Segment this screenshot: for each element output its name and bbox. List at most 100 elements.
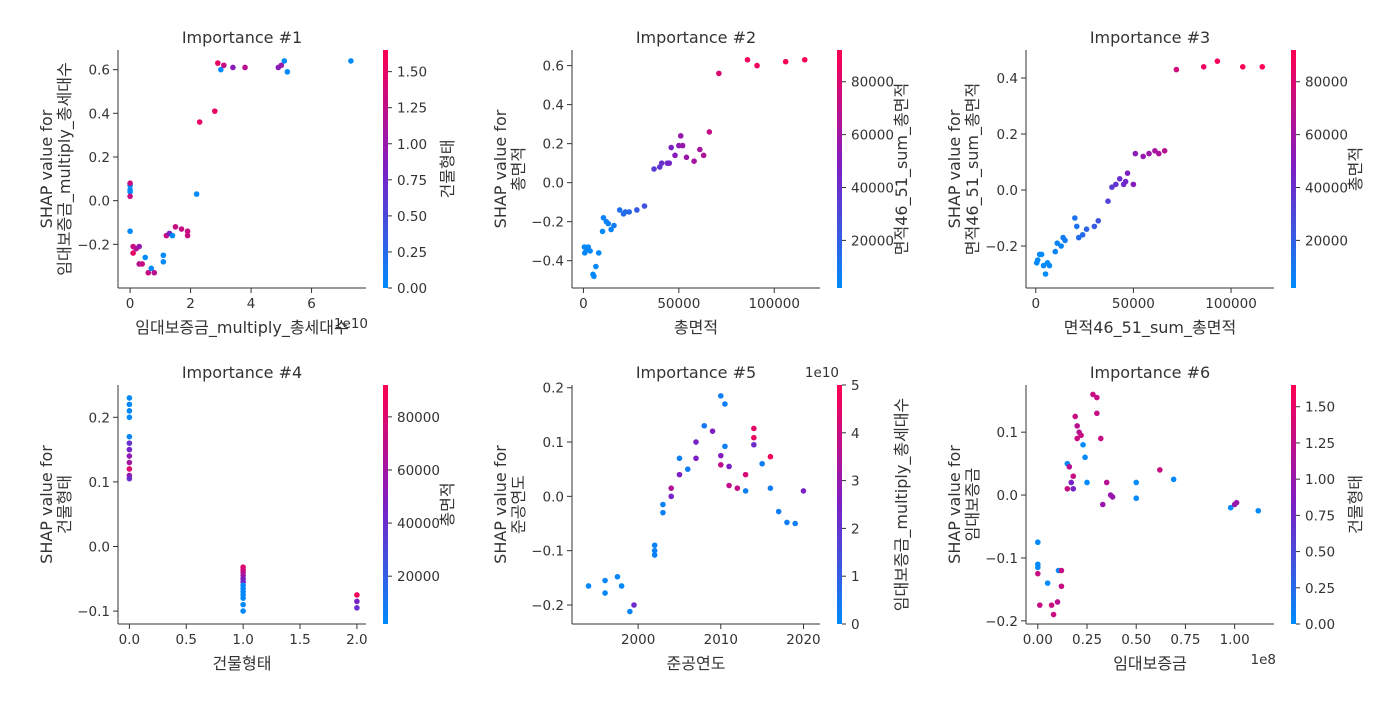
y-tick-label: −0.2 (985, 614, 1018, 630)
data-point (1072, 215, 1078, 221)
data-point (718, 452, 724, 459)
data-point (1132, 150, 1139, 157)
colorbar-tick-label: 60000 (1305, 128, 1348, 144)
data-point (1035, 564, 1041, 571)
colorbar-tick-label: 1 (851, 569, 860, 585)
data-point (605, 220, 612, 227)
y-axis-label-line1: SHAP value for (945, 445, 964, 564)
y-axis-label-line2: 총면적 (509, 147, 528, 191)
data-point (1133, 479, 1140, 486)
data-point (754, 62, 760, 69)
y-tick-label: 0.4 (89, 106, 110, 122)
data-point (1052, 248, 1059, 255)
data-point (278, 62, 285, 69)
data-point (1103, 479, 1110, 486)
data-point (1074, 435, 1080, 442)
y-tick-label: 0.6 (89, 63, 110, 79)
colorbar (383, 50, 388, 288)
colorbar-tick-label: 3 (851, 474, 860, 490)
data-point (127, 189, 133, 195)
data-point (679, 142, 686, 149)
colorbar-tick-label: 40000 (1305, 181, 1348, 197)
x-offset-label: 1e8 (1251, 652, 1276, 668)
data-point (591, 273, 597, 280)
x-tick-label: 50000 (1112, 296, 1155, 312)
data-point (1078, 432, 1084, 439)
data-point (1042, 271, 1049, 277)
data-point (126, 414, 133, 421)
subplot-4: Importance #4 0.0 0.5 1.0 1.5 2.0 −0.1 0.0 0.1 0.… (37, 363, 457, 673)
colorbar-tick-label: 40000 (397, 516, 440, 532)
chart-title: Importance #4 (182, 363, 302, 382)
data-point (602, 577, 608, 584)
x-tick-label: 4 (247, 296, 256, 312)
x-axis-label: 임대보증금_multiply_총세대수 (135, 318, 348, 338)
data-point (775, 508, 782, 515)
data-point (169, 232, 176, 239)
data-point (281, 58, 288, 64)
data-point (668, 493, 674, 500)
data-point (1155, 150, 1162, 157)
colorbar-tick-label: 0.00 (397, 281, 427, 297)
data-point (160, 258, 167, 265)
data-point (1084, 479, 1090, 486)
data-point (1083, 226, 1090, 232)
y-tick-label: 0.2 (89, 150, 110, 166)
data-point (792, 520, 798, 527)
colorbar-tick-label: 0.50 (1305, 545, 1335, 561)
data-point (701, 422, 708, 429)
colorbar-tick-label: 0.75 (1305, 508, 1335, 524)
data-point (1095, 218, 1102, 224)
data-point (1200, 64, 1207, 70)
data-point (1054, 240, 1061, 246)
data-point (126, 408, 133, 414)
chart-title: Importance #3 (1090, 28, 1210, 47)
data-point (641, 203, 648, 209)
chart-title: Importance #6 (1090, 363, 1210, 382)
y-tick-label: 0.0 (89, 539, 110, 555)
data-point (599, 228, 606, 235)
y-tick-label: 0.1 (89, 475, 110, 491)
data-point (718, 462, 724, 468)
subplot-3: Importance #3 0 50000 100000 −0.2 0.0 0.2 0.4 면적… (945, 28, 1365, 338)
y-tick-label: 0.2 (543, 137, 564, 153)
x-tick-label: 0.00 (1023, 632, 1053, 648)
colorbar-tick-label: 20000 (851, 233, 894, 249)
data-point (1116, 176, 1123, 182)
data-point (1146, 150, 1152, 157)
y-tick-label: −0.1 (531, 544, 564, 560)
data-point (126, 475, 133, 482)
data-point (1170, 476, 1177, 483)
data-point (614, 573, 621, 580)
data-point (1157, 467, 1163, 473)
subplot-6: Importance #6 0.00 0.25 0.50 0.75 1.00 −0.2 −0.… (945, 363, 1365, 673)
x-axis-label: 준공연도 (667, 654, 726, 673)
x-axis-label: 임대보증금 (1113, 654, 1187, 673)
data-point (242, 64, 248, 71)
data-point (1036, 602, 1043, 608)
y-tick-label: −0.2 (531, 215, 564, 231)
data-point (1099, 501, 1106, 508)
y-axis-label-line2: 임대보증금 (963, 468, 982, 542)
colorbar-tick-label: 4 (851, 426, 860, 442)
data-point (127, 228, 133, 235)
data-point (800, 488, 807, 494)
data-point (595, 250, 602, 256)
colorbar-offset-label: 1e10 (805, 365, 839, 381)
colorbar-tick-label: 80000 (397, 410, 440, 426)
colorbar-label: 총면적 (1346, 147, 1365, 191)
colorbar-tick-label: 2 (851, 521, 860, 537)
data-point (130, 250, 136, 256)
x-tick-label: 2000 (621, 632, 655, 648)
data-point (742, 488, 749, 494)
x-tick-label: 0.5 (176, 632, 197, 648)
data-point (151, 269, 158, 276)
data-point (145, 269, 152, 276)
data-point (1090, 391, 1096, 398)
subplot-2: Importance #2 0 50000 100000 −0.4 −0.2 0.0 0.2 0… (491, 28, 912, 337)
data-point (1066, 463, 1073, 470)
y-tick-label: −0.4 (531, 254, 564, 270)
data-point (1035, 570, 1041, 577)
data-point (1094, 410, 1100, 417)
data-point (1072, 413, 1079, 420)
